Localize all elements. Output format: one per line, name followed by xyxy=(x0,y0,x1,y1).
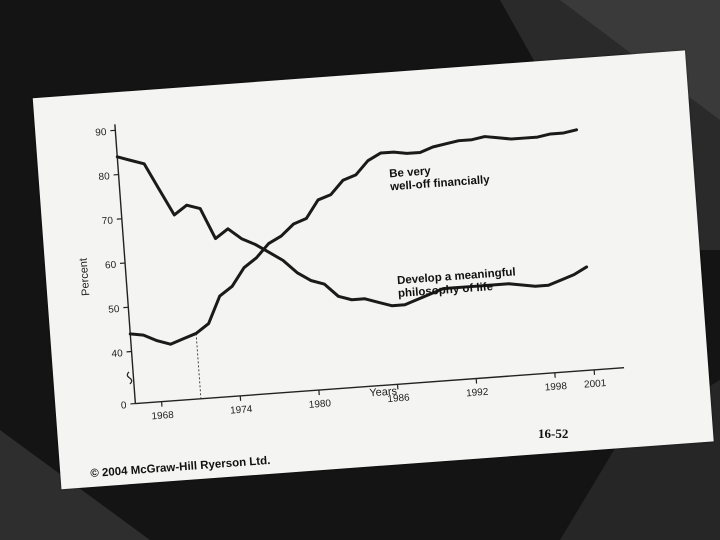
y-tick-label: 0 xyxy=(121,400,128,411)
x-axis-line xyxy=(135,366,625,405)
x-tick-label: 1998 xyxy=(544,381,567,394)
axis-break-mark xyxy=(126,371,133,385)
y-axis: 0 40 50 60 70 80 90 xyxy=(95,124,137,412)
y-axis-line xyxy=(114,124,137,404)
y-tick-label: 60 xyxy=(105,260,117,272)
reference-dotted-line xyxy=(195,333,202,399)
y-axis-label: Percent xyxy=(78,258,93,297)
x-tick-label: 1980 xyxy=(308,398,331,411)
series-line-0 xyxy=(128,128,579,346)
series-lines xyxy=(115,128,589,346)
x-axis: 1968 1974 1980 1986 1992 1998 2001 xyxy=(135,333,625,423)
y-tick-label: 90 xyxy=(95,127,107,139)
x-tick-label: 1974 xyxy=(230,404,253,417)
x-tick-label: 1986 xyxy=(387,392,410,405)
x-tick-label: 1968 xyxy=(151,410,174,423)
y-tick-label: 70 xyxy=(101,215,113,227)
y-tick-label: 80 xyxy=(98,171,110,183)
series-label-0: Be very xyxy=(389,165,432,180)
y-tick-label: 40 xyxy=(111,348,123,360)
y-tick-label: 50 xyxy=(108,304,120,316)
x-axis-label: Years xyxy=(369,385,398,399)
series-line-1 xyxy=(115,155,589,308)
line-chart: 0 40 50 60 70 80 90 1968 1974 1980 1986 1992 1998 20… xyxy=(78,124,625,480)
chart-photo: 0 40 50 60 70 80 90 1968 1974 1980 1986 1992 1998 20… xyxy=(32,50,714,490)
x-tick-label: 2001 xyxy=(584,378,607,391)
slide-number: 16-52 xyxy=(538,426,569,441)
x-tick-label: 1992 xyxy=(466,387,489,400)
